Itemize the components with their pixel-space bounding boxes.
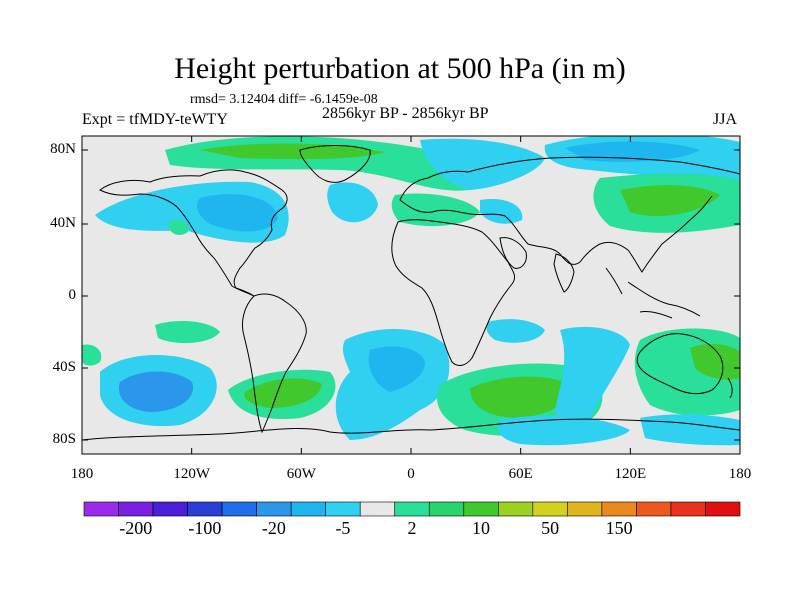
colorbar-label: -100 — [188, 518, 222, 538]
contour-light-blue — [555, 326, 630, 426]
contour-light-green — [168, 219, 189, 235]
colorbar-swatch — [290, 501, 326, 517]
africa-coast — [391, 219, 515, 366]
antarctica-coast — [82, 418, 740, 441]
contour-green — [620, 185, 720, 216]
contour-green — [470, 376, 570, 418]
lat-tick-label: 40S — [52, 359, 76, 375]
india-coast — [553, 253, 575, 293]
contour-green — [690, 343, 740, 380]
contour-mid-blue — [197, 194, 278, 232]
axis-ticks — [81, 136, 741, 454]
lat-tick-label: 80S — [52, 431, 76, 447]
contour-light-blue — [420, 138, 545, 190]
experiment-label: Expt = tfMDY-teWTY — [82, 111, 228, 128]
contour-green — [200, 143, 385, 160]
colorbar-swatch — [256, 501, 292, 517]
colorbar — [83, 501, 741, 517]
greenland-coast — [299, 145, 371, 183]
colorbar-swatch — [325, 501, 361, 517]
contour-light-blue — [480, 199, 523, 224]
europe-asia-coast — [399, 156, 740, 273]
north-america-coast — [99, 169, 288, 297]
contour-light-green — [155, 320, 220, 344]
southeast-asia-coast — [605, 267, 701, 319]
lat-tick-label: 0 — [68, 287, 77, 303]
colorbar-swatch — [221, 501, 257, 517]
colorbar-swatch — [567, 501, 603, 517]
contour-light-green — [82, 344, 102, 366]
lon-tick-label: 60E — [508, 466, 533, 482]
colorbar-swatch — [601, 501, 637, 517]
colorbar-label: -200 — [119, 518, 153, 538]
arabia-coast — [499, 237, 527, 269]
colorbar-swatch — [152, 501, 188, 517]
colorbar-swatch — [359, 501, 396, 517]
colorbar-swatch — [118, 501, 154, 517]
colorbar-label: 10 — [472, 518, 491, 538]
colorbar-swatch — [705, 501, 741, 517]
lon-tick-label: 180 — [70, 466, 94, 482]
contour-green — [244, 378, 322, 408]
colorbar-label: 150 — [605, 518, 633, 538]
lon-tick-label: 120E — [614, 466, 647, 482]
contour-dark-blue — [118, 371, 194, 412]
rmsd-diff-stats: rmsd= 3.12404 diff= -6.1459e-08 — [190, 92, 378, 107]
colorbar-swatch — [463, 501, 499, 517]
lon-tick-label: 180 — [728, 466, 752, 482]
australia-coast — [636, 333, 724, 395]
coastlines — [82, 145, 740, 441]
lon-tick-label: 60W — [286, 466, 316, 482]
colorbar-swatch — [394, 501, 430, 517]
contour-mid-blue — [368, 346, 425, 392]
period-label: 2856kyr BP - 2856kyr BP — [322, 105, 489, 122]
colorbar-swatch — [636, 501, 672, 517]
colorbar-swatch — [428, 501, 465, 517]
lat-tick-label: 80N — [50, 141, 76, 157]
lon-tick-label: 0 — [407, 466, 415, 482]
colorbar-swatch — [83, 501, 119, 517]
lat-tick-label: 40N — [50, 215, 76, 231]
contour-light-blue — [327, 182, 378, 223]
contour-light-green — [391, 193, 480, 227]
map-title: Height perturbation at 500 hPa (in m) — [174, 52, 626, 85]
colorbar-swatch — [498, 501, 534, 517]
contour-fill-layer — [82, 136, 740, 446]
colorbar-label: 2 — [407, 518, 417, 538]
colorbar-swatch — [187, 501, 223, 517]
contour-light-blue — [486, 319, 545, 343]
colorbar-swatch — [670, 501, 706, 517]
colorbar-label: -20 — [261, 518, 286, 538]
contour-light-blue — [497, 415, 630, 446]
south-america-coast — [241, 293, 307, 434]
colorbar-label: 50 — [541, 518, 560, 538]
colorbar-swatch — [532, 501, 568, 517]
new-zealand-coast — [727, 377, 733, 399]
lon-tick-label: 120W — [173, 466, 210, 482]
season-label: JJA — [713, 111, 738, 128]
colorbar-label: -5 — [335, 518, 351, 538]
